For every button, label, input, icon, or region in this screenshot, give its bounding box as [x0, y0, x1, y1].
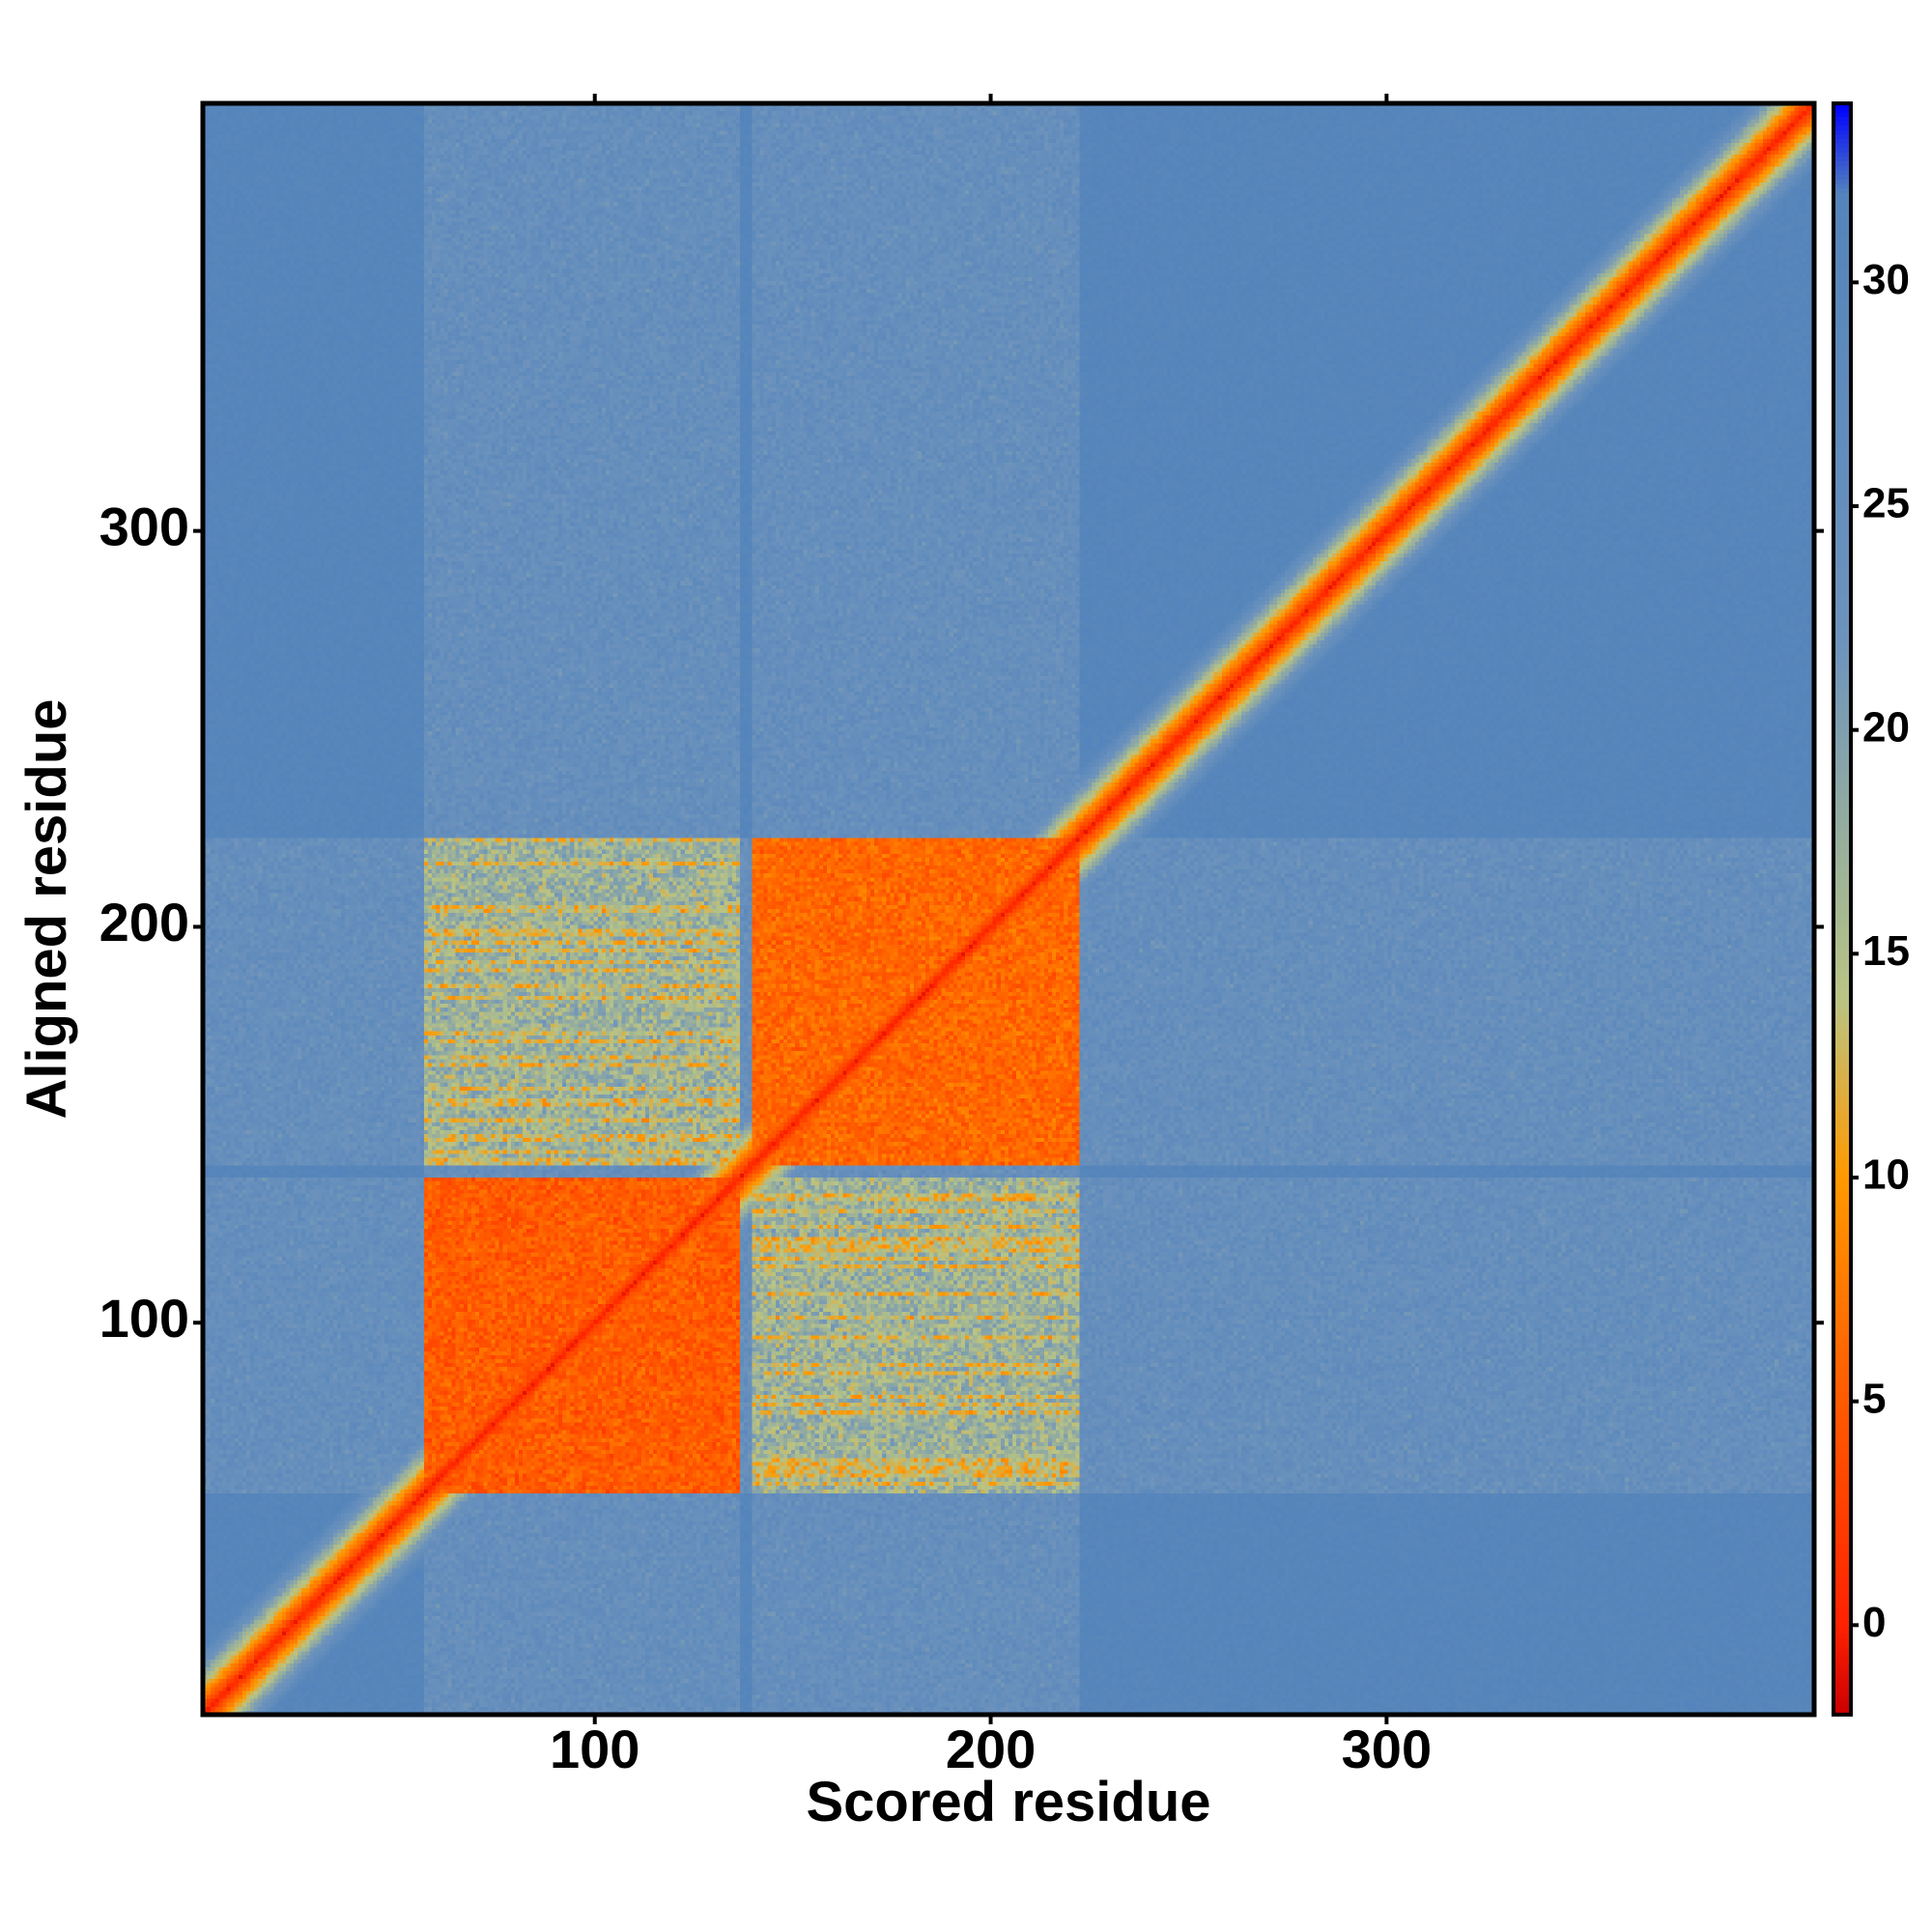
x-tick-label: 100: [550, 1719, 639, 1779]
x-axis-ticks: 100 200 300: [550, 94, 1432, 1779]
colorbar-tick-label: 15: [1862, 927, 1910, 975]
colorbar-tick-label: 25: [1862, 480, 1910, 527]
y-axis-ticks: 100 200 300: [99, 496, 1824, 1349]
x-tick-label: 200: [946, 1719, 1036, 1779]
colorbar-tick-label: 30: [1862, 256, 1910, 303]
y-tick-label: 300: [99, 496, 189, 556]
colorbar-tick-label: 20: [1862, 703, 1910, 751]
heatmap-plot-area: [203, 103, 1814, 1715]
y-tick-label: 100: [99, 1288, 189, 1349]
y-tick-label: 200: [99, 892, 189, 952]
x-tick-label: 300: [1342, 1719, 1432, 1779]
plot-frame: [200, 100, 1817, 1718]
colorbar: [1835, 103, 1849, 1715]
colorbar-frame: [1832, 101, 1853, 1717]
colorbar-tick-label: 10: [1862, 1151, 1910, 1199]
colorbar-tick-label: 0: [1862, 1599, 1886, 1646]
colorbar-tick-label: 5: [1862, 1375, 1886, 1422]
x-axis-label: Scored residue: [806, 1771, 1210, 1833]
y-axis-label: Aligned residue: [15, 698, 78, 1119]
colorbar-ticks: 0 5 10 15 20 25 30: [1851, 256, 1910, 1646]
